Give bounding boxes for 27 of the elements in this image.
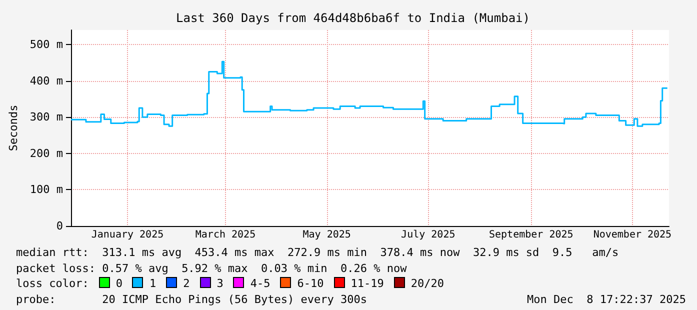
text: 4-5 (250, 277, 270, 290)
text: probe: 20 ICMP Echo Pings (56 Bytes) every 300s (16, 292, 367, 306)
x-tick-label: May 2025 (302, 230, 351, 240)
text: 2 (183, 277, 190, 290)
text: median rtt: 313.1 ms avg 453.4 ms max 272.9 ms min 378.4 ms now 32.9 ms sd 9.5 am/s (16, 246, 619, 259)
y-tick-label: 100 m (30, 183, 64, 196)
y-tick-label: 0 (56, 220, 64, 232)
y-tick-label: 500 m (30, 38, 64, 52)
x-tick-label: March 2025 (195, 230, 256, 240)
text: loss color: (16, 277, 89, 290)
chart-title: Last 360 Days from 464d48b6ba6f to India (Mumbai) (176, 11, 530, 25)
x-tick-label: July 2025 (401, 230, 456, 240)
text: 6-10 (297, 277, 324, 290)
text: 11-19 (350, 277, 384, 290)
text: 20/20 (410, 277, 444, 290)
x-tick-label: January 2025 (91, 230, 164, 240)
text: Mon Dec 8 17:22:37 2025 (527, 292, 686, 307)
y-axis-title: Seconds (7, 104, 20, 152)
text: packet loss: 0.57 % avg 5.92 % max 0.03 % min 0.26 % now (16, 262, 407, 274)
y-tick-label: 400 m (30, 74, 64, 88)
text: 0 (116, 277, 122, 290)
x-tick-label: November 2025 (593, 230, 672, 240)
text: 3 (216, 277, 224, 290)
y-tick-label: 200 m (30, 146, 64, 160)
text: 1 (149, 277, 156, 290)
x-tick-label: September 2025 (488, 230, 574, 240)
y-tick-label: 300 m (30, 110, 64, 124)
